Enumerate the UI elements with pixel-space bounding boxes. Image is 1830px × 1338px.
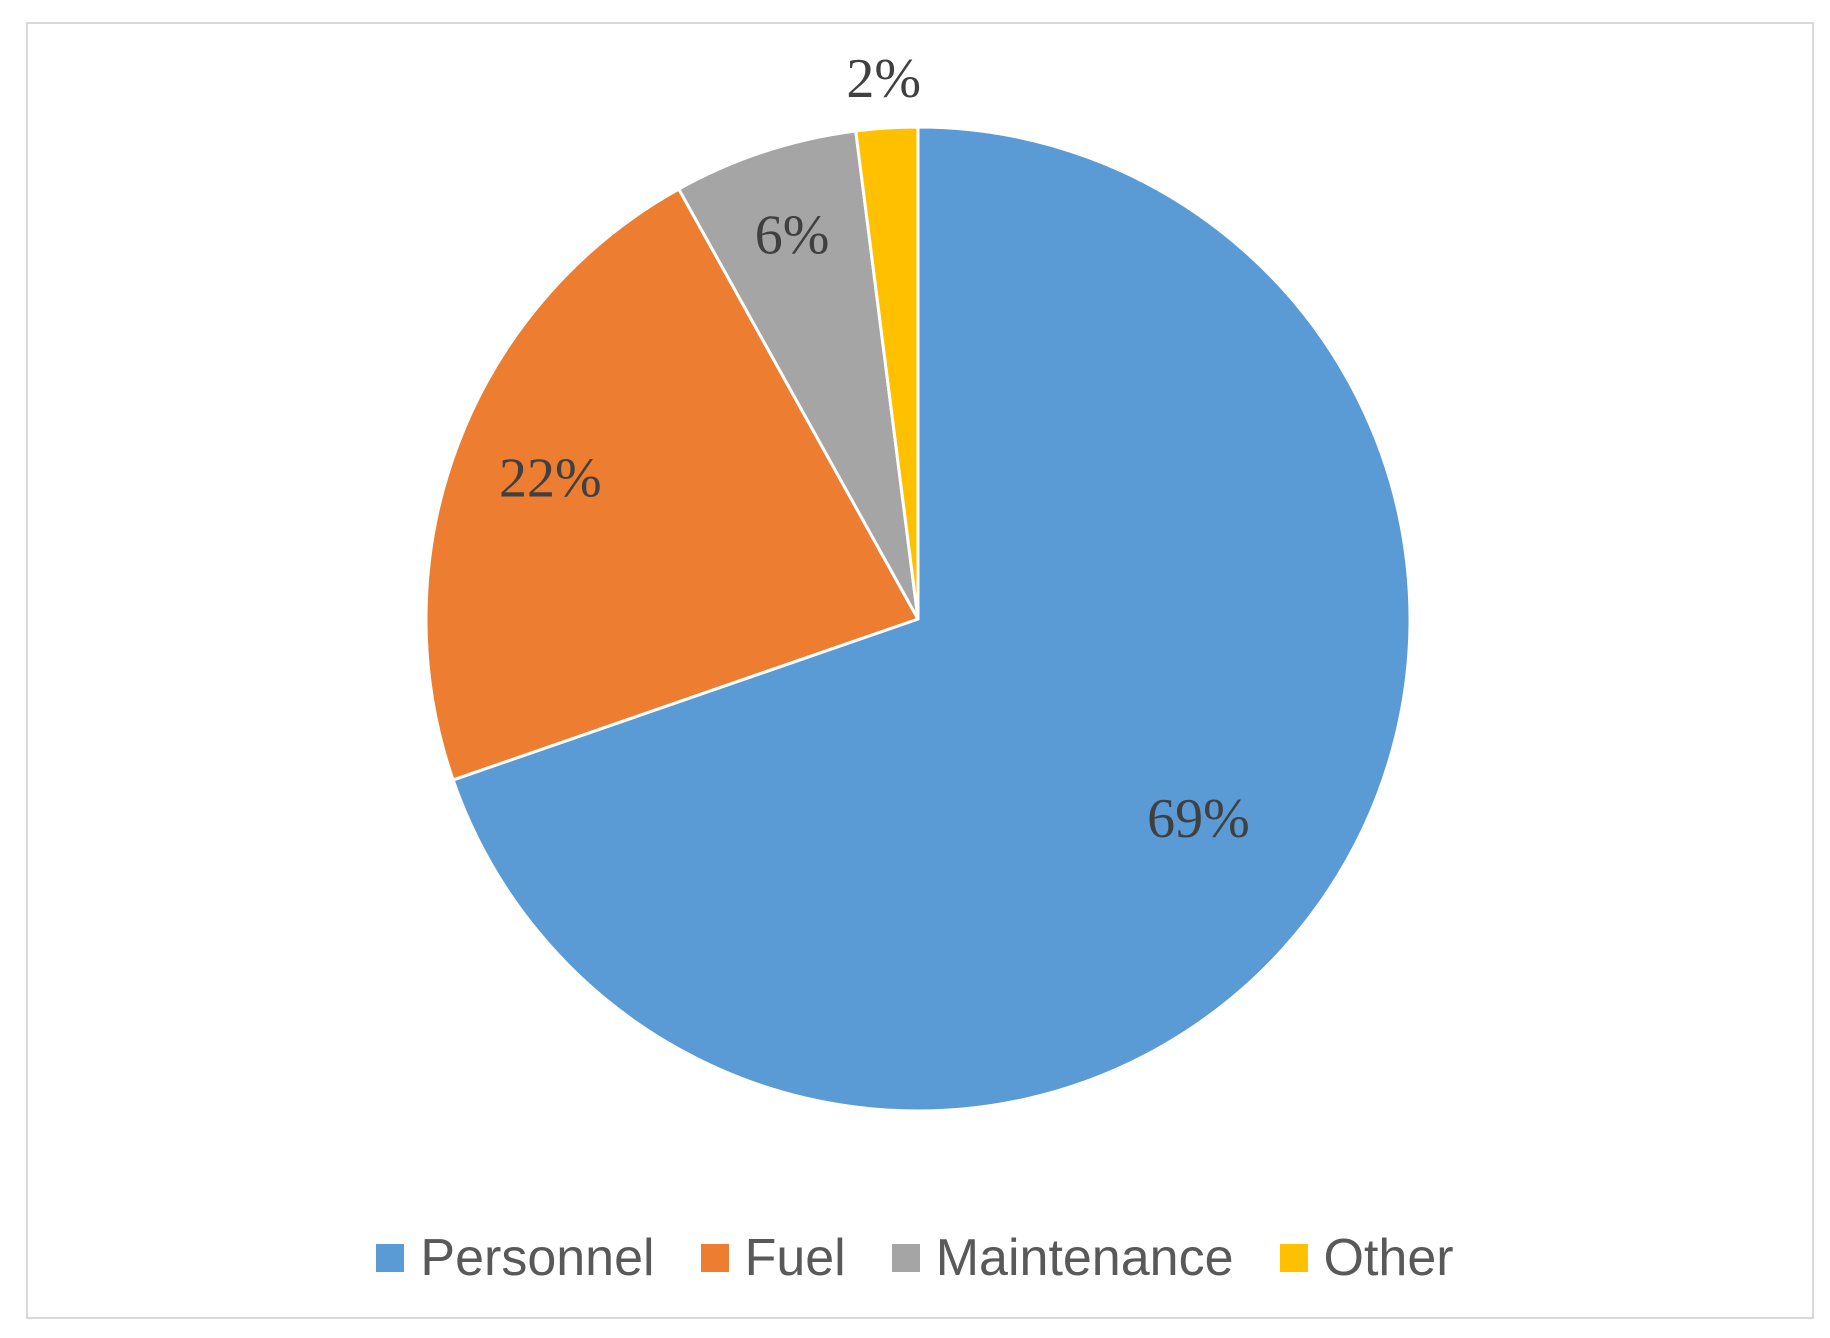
data-label-other: 2% bbox=[846, 48, 921, 110]
legend-swatch-maintenance bbox=[891, 1244, 920, 1272]
legend-label-maintenance: Maintenance bbox=[935, 1229, 1234, 1287]
pie-data-labels: 69% 22% 6% 2% bbox=[499, 48, 1250, 850]
pie-slice-other bbox=[854, 125, 920, 621]
legend-swatch-fuel bbox=[700, 1244, 729, 1272]
data-label-maintenance: 6% bbox=[755, 205, 830, 267]
data-label-fuel: 22% bbox=[499, 448, 602, 510]
legend-swatch-other bbox=[1279, 1244, 1308, 1272]
legend-item-personnel: Personnel bbox=[376, 1229, 655, 1287]
legend-label-other: Other bbox=[1323, 1229, 1454, 1287]
legend-item-maintenance: Maintenance bbox=[891, 1229, 1234, 1287]
legend-item-fuel: Fuel bbox=[700, 1229, 846, 1287]
pie-slices bbox=[424, 125, 1412, 1113]
data-label-personnel: 69% bbox=[1147, 788, 1250, 850]
pie-slice-personnel bbox=[451, 125, 1412, 1113]
pie-slice-maintenance bbox=[677, 129, 920, 621]
legend-label-fuel: Fuel bbox=[744, 1229, 846, 1287]
legend: Personnel Fuel Maintenance Other bbox=[0, 1228, 1830, 1288]
legend-swatch-personnel bbox=[376, 1244, 405, 1272]
legend-item-other: Other bbox=[1279, 1229, 1454, 1287]
pie-slice-fuel bbox=[424, 187, 920, 782]
legend-label-personnel: Personnel bbox=[420, 1229, 655, 1287]
